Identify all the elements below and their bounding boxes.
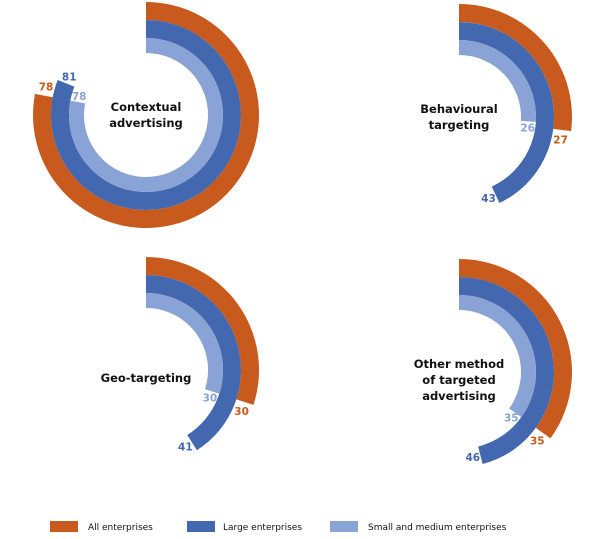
chart-panel: 27 43 26 Behavioural targeting	[420, 4, 572, 205]
value-label-large: 46	[466, 452, 481, 464]
value-label-all: 30	[234, 406, 249, 418]
arc-all	[459, 4, 572, 132]
legend-label-all: All enterprises	[88, 523, 153, 533]
arc-large	[459, 22, 555, 203]
value-label-large: 43	[481, 193, 496, 205]
panel-title: advertising	[422, 389, 496, 403]
panel-title: Contextual	[111, 100, 182, 114]
panel-title: Geo-targeting	[101, 371, 192, 385]
value-label-sme: 78	[72, 91, 87, 103]
value-label-large: 81	[62, 71, 77, 83]
panel-title: of targeted	[422, 373, 495, 387]
panel-title: targeting	[429, 118, 490, 132]
arc-large	[146, 275, 242, 451]
arc-sme	[459, 295, 536, 418]
arc-sme	[68, 38, 223, 192]
chart-panel: 30 41 30 Geo-targeting	[101, 257, 259, 453]
arc-sme	[146, 293, 223, 394]
panel-title: advertising	[109, 116, 183, 130]
legend-label-sme: Small and medium enterprises	[368, 523, 507, 533]
value-label-sme: 35	[504, 413, 519, 425]
arc-all	[459, 259, 572, 439]
legend: All enterprises Large enterprises Small …	[50, 521, 507, 533]
value-label-sme: 26	[520, 123, 535, 135]
value-label-sme: 30	[203, 392, 218, 404]
legend-swatch-all	[50, 521, 78, 532]
value-label-all: 27	[553, 134, 568, 146]
panel-title: Behavioural	[420, 102, 497, 116]
arc-all	[146, 257, 259, 405]
arc-sme	[459, 40, 536, 122]
legend-swatch-sme	[330, 521, 358, 532]
panel-title: Other method	[414, 357, 505, 371]
value-label-large: 41	[178, 441, 193, 453]
chart-panel: 35 46 35 Other method of targeted advertising	[414, 259, 572, 465]
legend-label-large: Large enterprises	[223, 523, 302, 533]
chart-panel: 78 81 78 Contextual advertising	[32, 2, 259, 228]
value-label-all: 35	[530, 435, 545, 447]
legend-swatch-large	[187, 521, 215, 532]
value-label-all: 78	[39, 81, 54, 93]
arc-large	[459, 277, 555, 465]
